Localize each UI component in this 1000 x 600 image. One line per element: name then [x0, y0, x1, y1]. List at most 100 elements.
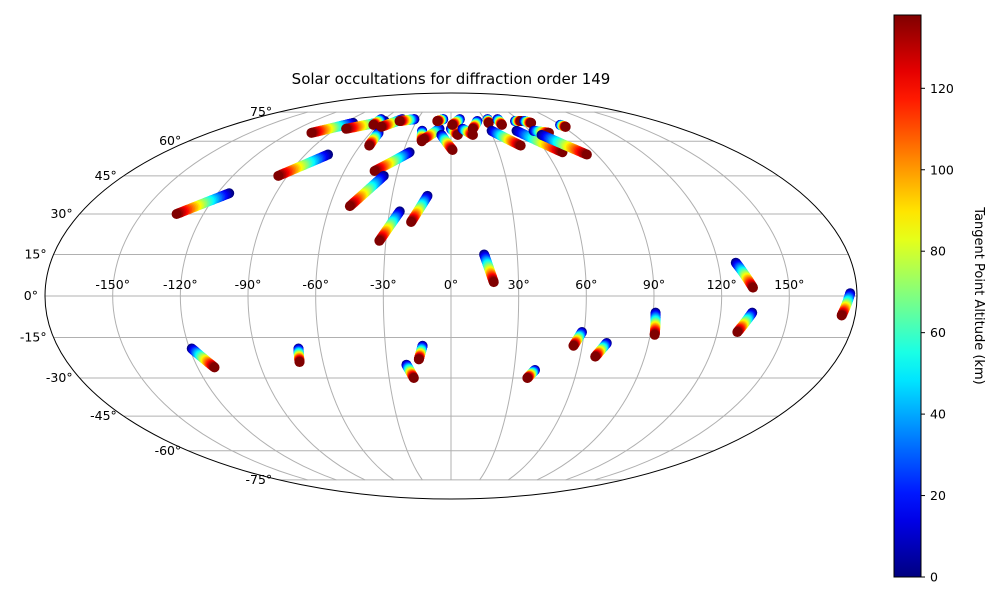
lon-gridline	[507, 111, 587, 481]
lon-tick-label: -60°	[302, 277, 329, 292]
lon-gridline	[479, 111, 520, 481]
occultation-track	[401, 359, 419, 384]
lat-tick-label: -75°	[246, 472, 273, 487]
lon-gridline	[315, 111, 395, 481]
occultation-track	[413, 340, 428, 365]
occultation-track	[486, 125, 526, 151]
colorbar-tick-label: 0	[930, 570, 938, 585]
track-point	[406, 216, 417, 227]
track-point	[496, 119, 507, 130]
track-point	[732, 327, 743, 338]
track-point	[747, 282, 758, 293]
occultation-track	[374, 206, 405, 246]
colorbar-label: Tangent Point Altitude (km)	[971, 206, 986, 384]
track-point	[341, 123, 352, 134]
lon-gridline	[179, 111, 337, 481]
lon-tick-label: -30°	[370, 277, 397, 292]
colorbar-tick-label: 80	[930, 244, 946, 259]
track-point	[560, 121, 571, 132]
lat-tick-label: 45°	[95, 168, 117, 183]
lon-tick-label: -90°	[235, 277, 262, 292]
lat-tick-label: 30°	[50, 206, 72, 221]
track-point	[590, 351, 601, 362]
occultation-track	[519, 116, 537, 128]
track-point	[488, 277, 499, 288]
track-point	[273, 170, 284, 181]
lat-tick-label: -60°	[155, 443, 182, 458]
track-point	[368, 119, 379, 130]
track-point	[413, 354, 424, 365]
mollweide-map: -150° -120° -90° -60° -30° 0° 30° 60° 90° 120° 150…	[20, 92, 858, 500]
lon-gridline	[112, 111, 308, 481]
track-point	[364, 140, 375, 151]
occultation-track	[447, 114, 465, 130]
colorbar: 0 20 40 60 80 100 120	[893, 14, 954, 585]
lon-tick-label: 60°	[575, 277, 597, 292]
track-point	[447, 145, 458, 156]
occultation-track	[406, 190, 433, 227]
occultation-track	[394, 114, 420, 127]
occultation-track	[364, 127, 384, 151]
track-point	[408, 373, 419, 384]
track-point	[515, 140, 526, 151]
track-point	[581, 149, 592, 160]
lat-tick-label: 75°	[250, 104, 272, 119]
chart-title: Solar occultations for diffraction order…	[292, 70, 611, 88]
occultation-track	[730, 257, 758, 293]
lon-tick-label: -120°	[163, 277, 198, 292]
occultation-track	[536, 129, 592, 160]
lon-gridline	[565, 111, 723, 481]
occultation-track	[649, 307, 661, 340]
occultation-track	[482, 114, 494, 128]
occultation-track	[590, 338, 612, 362]
occultation-track	[492, 114, 507, 130]
occultation-tracks	[171, 114, 856, 384]
lat-tick-label: 60°	[159, 133, 181, 148]
lat-tick-label: 0°	[24, 288, 38, 303]
occultation-track	[732, 307, 758, 338]
occultation-track	[568, 327, 587, 351]
track-point	[344, 201, 355, 212]
track-point	[209, 362, 220, 373]
occultation-track	[186, 343, 220, 373]
track-point	[483, 117, 494, 128]
track-point	[374, 235, 385, 246]
track-point	[306, 127, 317, 138]
track-point	[432, 116, 443, 127]
occultation-track	[836, 288, 856, 321]
track-point	[418, 134, 429, 145]
occultation-track	[432, 114, 449, 127]
occultation-track	[293, 343, 305, 368]
lon-tick-label: -150°	[95, 277, 130, 292]
occultation-track	[522, 365, 540, 384]
occultation-track	[436, 129, 458, 156]
track-point	[171, 208, 182, 219]
occultation-track	[555, 119, 571, 132]
occultation-track	[479, 249, 499, 288]
occultation-track	[273, 149, 334, 181]
lon-tick-label: 30°	[508, 277, 530, 292]
track-point	[526, 117, 537, 128]
track-point	[447, 119, 458, 130]
lat-tick-label: -15°	[20, 330, 47, 345]
track-point	[394, 116, 405, 127]
colorbar-tick-label: 20	[930, 488, 946, 503]
colorbar-tick-label: 40	[930, 407, 946, 422]
lat-tick-label: 15°	[24, 246, 46, 261]
occultation-track	[369, 147, 415, 176]
track-point	[649, 329, 660, 340]
lon-gridline	[594, 111, 790, 481]
graticule	[45, 111, 857, 481]
occultation-track	[467, 116, 483, 134]
occultation-track	[344, 170, 389, 212]
colorbar-tick-label: 120	[930, 81, 954, 96]
lon-gridline	[382, 111, 423, 481]
occultation-track	[171, 188, 235, 219]
track-point	[836, 310, 847, 321]
lat-tick-label: -45°	[90, 408, 117, 423]
track-point	[294, 357, 305, 368]
track-point	[568, 340, 579, 351]
track-point	[467, 123, 478, 134]
map-outline	[44, 92, 858, 500]
